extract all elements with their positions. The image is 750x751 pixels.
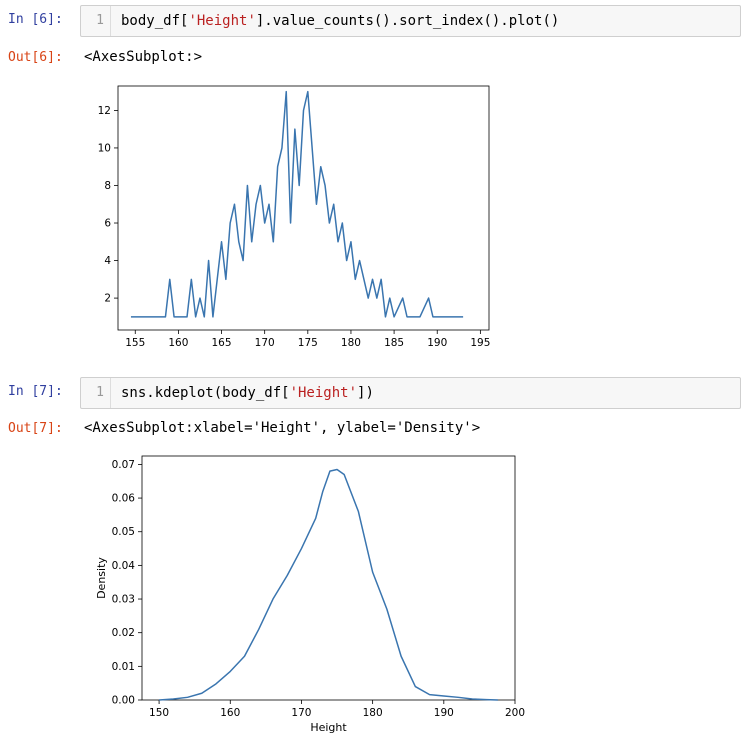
x-tick-label: 180 bbox=[363, 707, 383, 719]
y-tick-label: 0.03 bbox=[112, 594, 135, 606]
line-number: 1 bbox=[81, 6, 111, 36]
code-text: body_df[ bbox=[121, 13, 189, 29]
axes-frame bbox=[117, 85, 490, 331]
output-text: <AxesSubplot:xlabel='Height', ylabel='De… bbox=[84, 420, 481, 436]
code-text: ].value_counts().sort_index().plot() bbox=[255, 13, 560, 29]
code-string: 'Height' bbox=[188, 13, 256, 29]
x-tick-label: 175 bbox=[298, 337, 318, 349]
x-tick-label: 190 bbox=[434, 707, 454, 719]
code-string: 'Height' bbox=[289, 385, 358, 401]
y-tick-label: 12 bbox=[98, 105, 111, 117]
code-text: sns.kdeplot(body_df[ bbox=[121, 385, 290, 401]
x-axis-label: Height bbox=[310, 721, 347, 734]
axes-frame bbox=[141, 455, 516, 701]
y-tick-label: 6 bbox=[104, 218, 111, 230]
code-cell-input[interactable]: 1 body_df['Height'].value_counts().sort_… bbox=[80, 5, 741, 37]
x-tick-label: 160 bbox=[220, 707, 240, 719]
output-prompt: Out[6]: bbox=[8, 50, 63, 65]
y-tick-label: 0.02 bbox=[112, 627, 135, 639]
y-tick-label: 0.04 bbox=[112, 560, 136, 572]
code-cell-input[interactable]: 1 sns.kdeplot(body_df['Height']) bbox=[80, 377, 741, 409]
y-tick-label: 10 bbox=[98, 142, 111, 154]
x-tick-label: 165 bbox=[212, 337, 232, 349]
y-tick-label: 2 bbox=[104, 293, 111, 305]
y-tick-label: 0.05 bbox=[112, 526, 135, 538]
series-line bbox=[130, 90, 464, 318]
x-tick-label: 150 bbox=[149, 707, 169, 719]
input-prompt: In [7]: bbox=[8, 384, 63, 399]
y-tick-label: 0.00 bbox=[112, 695, 135, 707]
x-tick-label: 200 bbox=[505, 707, 525, 719]
code-line[interactable]: body_df['Height'].value_counts().sort_in… bbox=[121, 6, 559, 36]
x-tick-label: 195 bbox=[470, 337, 490, 349]
y-tick-label: 0.06 bbox=[112, 493, 136, 505]
series-line bbox=[159, 468, 498, 701]
input-prompt: In [6]: bbox=[8, 12, 63, 27]
y-tick-label: 0.01 bbox=[112, 661, 135, 673]
y-axis-label: Density bbox=[95, 557, 108, 599]
y-tick-label: 4 bbox=[104, 255, 111, 267]
y-tick-label: 0.07 bbox=[112, 459, 135, 471]
output-text: <AxesSubplot:> bbox=[84, 49, 203, 65]
x-tick-label: 180 bbox=[341, 337, 361, 349]
x-tick-label: 160 bbox=[168, 337, 188, 349]
line-number: 1 bbox=[81, 378, 111, 408]
x-tick-label: 185 bbox=[384, 337, 404, 349]
x-tick-label: 170 bbox=[255, 337, 275, 349]
x-tick-label: 190 bbox=[427, 337, 447, 349]
x-tick-label: 155 bbox=[125, 337, 145, 349]
y-tick-label: 8 bbox=[104, 180, 111, 192]
code-text: ]) bbox=[357, 385, 374, 401]
output-prompt: Out[7]: bbox=[8, 421, 63, 436]
code-line[interactable]: sns.kdeplot(body_df['Height']) bbox=[121, 378, 374, 408]
x-tick-label: 170 bbox=[291, 707, 311, 719]
